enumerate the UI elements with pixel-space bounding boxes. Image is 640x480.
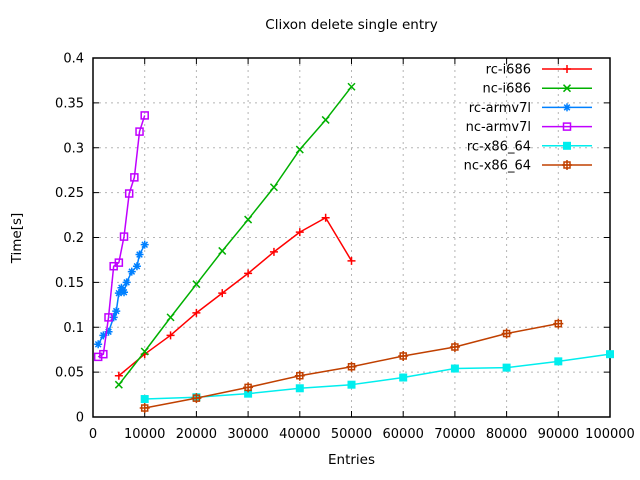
x-tick-label: 20000 bbox=[176, 427, 217, 442]
x-tick-label: 40000 bbox=[279, 427, 320, 442]
legend-label: rc-armv7l bbox=[469, 101, 531, 116]
legend-label: rc-i686 bbox=[486, 63, 531, 78]
y-tick-label: 0 bbox=[76, 411, 84, 426]
y-tick-label: 0.05 bbox=[55, 366, 84, 381]
x-tick-label: 30000 bbox=[227, 427, 268, 442]
legend-entry-nc-i686: nc-i686 bbox=[482, 82, 592, 97]
legend-label: nc-x86_64 bbox=[464, 159, 531, 174]
y-tick-label: 0.35 bbox=[55, 96, 84, 111]
legend-label: nc-i686 bbox=[482, 82, 531, 97]
legend-entry-nc-x86_64: nc-x86_64 bbox=[464, 159, 592, 174]
legend-entry-nc-armv7l: nc-armv7l bbox=[466, 120, 592, 135]
y-tick-label: 0.15 bbox=[55, 276, 84, 291]
y-tick-label: 0.4 bbox=[63, 52, 84, 67]
x-tick-label: 60000 bbox=[383, 427, 424, 442]
x-tick-label: 0 bbox=[89, 427, 97, 442]
series-nc-x86_64 bbox=[139, 318, 564, 414]
x-axis-label: Entries bbox=[327, 452, 376, 468]
series-nc-i686 bbox=[114, 82, 356, 389]
series-line bbox=[118, 86, 353, 386]
y-tick-label: 0.2 bbox=[63, 231, 84, 246]
x-tick-label: 70000 bbox=[434, 427, 475, 442]
legend-label: nc-armv7l bbox=[466, 120, 531, 135]
series-rc-armv7l bbox=[94, 240, 149, 349]
legend-label: rc-x86_64 bbox=[467, 139, 531, 154]
series-nc-armv7l bbox=[93, 111, 149, 362]
x-tick-label: 90000 bbox=[538, 427, 579, 442]
series-line bbox=[118, 217, 353, 377]
series-rc-i686 bbox=[114, 213, 356, 380]
y-tick-label: 0.1 bbox=[63, 321, 84, 336]
x-tick-label: 10000 bbox=[124, 427, 165, 442]
legend-entry-rc-x86_64: rc-x86_64 bbox=[467, 139, 592, 154]
x-tick-label: 100000 bbox=[585, 427, 635, 442]
y-tick-label: 0.3 bbox=[63, 141, 84, 156]
series-line bbox=[144, 353, 611, 400]
legend-entry-rc-armv7l: rc-armv7l bbox=[469, 101, 592, 116]
plot-border bbox=[92, 57, 611, 418]
legend: rc-i686 nc-i686 rc-armv7l nc-armv7l rc-x86_6… bbox=[464, 63, 592, 174]
x-tick-label: 80000 bbox=[486, 427, 527, 442]
y-tick-label: 0.25 bbox=[55, 186, 84, 201]
legend-entry-rc-i686: rc-i686 bbox=[486, 63, 592, 78]
x-tick-label: 50000 bbox=[331, 427, 372, 442]
series-line bbox=[97, 115, 146, 358]
chart-title: Clixon delete single entry bbox=[265, 17, 438, 33]
